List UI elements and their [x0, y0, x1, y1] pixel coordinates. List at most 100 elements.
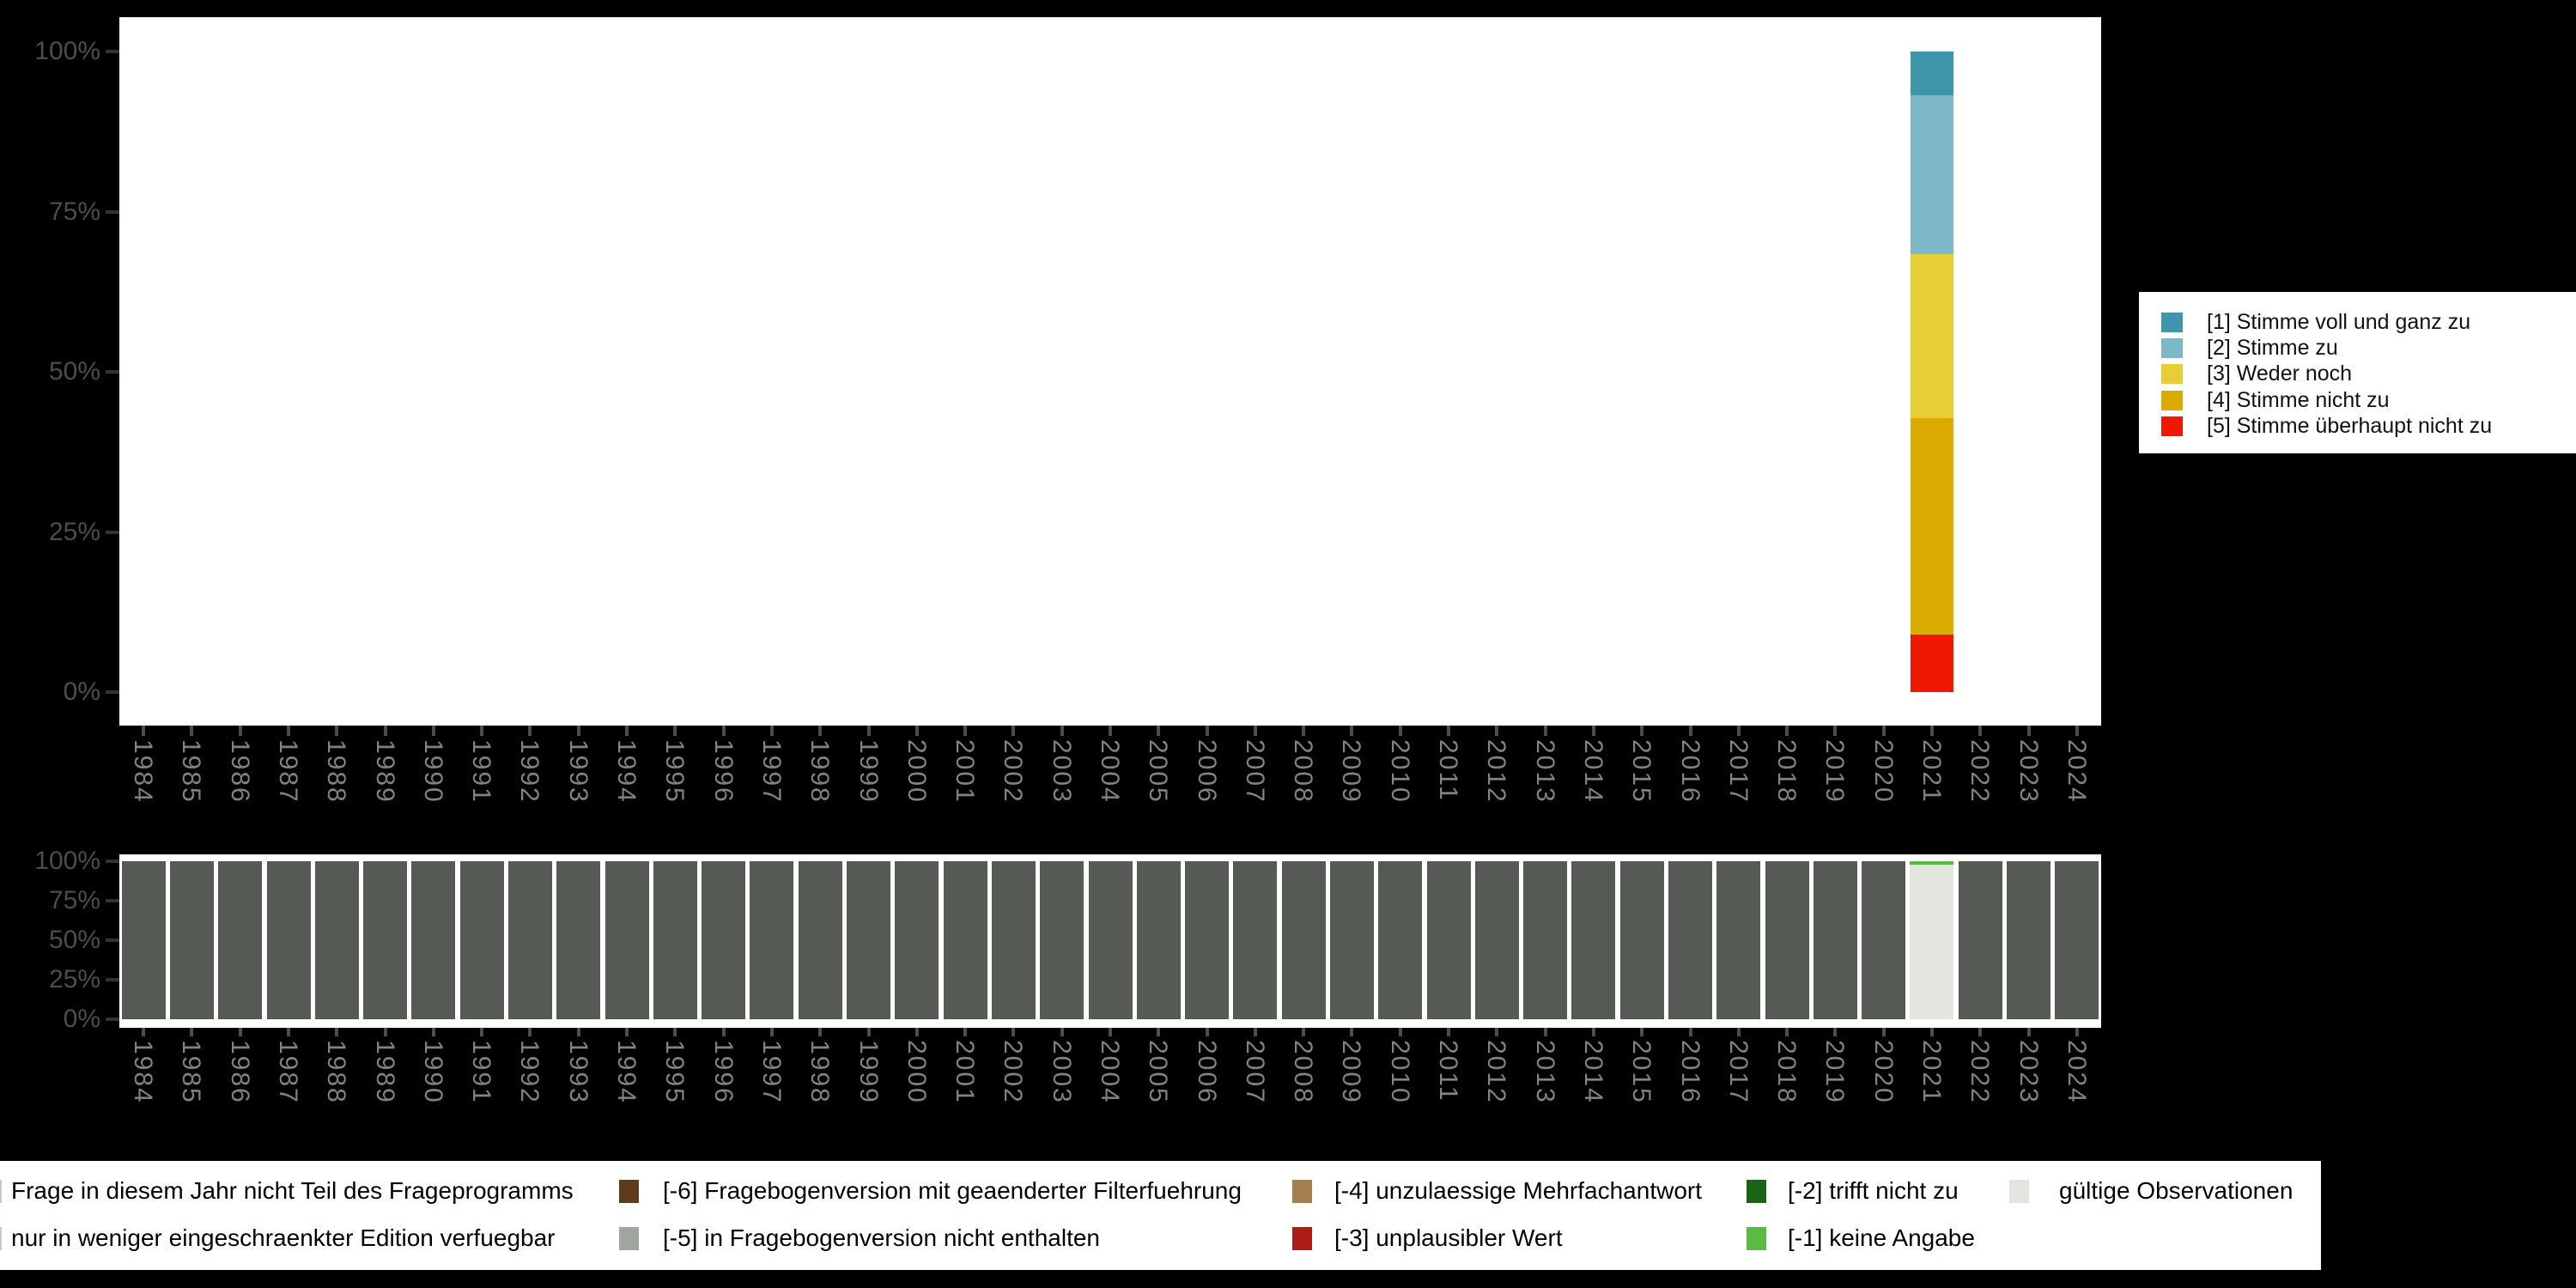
x-axis-label: 2024 [2062, 739, 2091, 804]
x-tick [1929, 1028, 1934, 1036]
bar-segment [1765, 861, 1809, 1019]
x-axis-label: 1988 [322, 1040, 351, 1104]
legend-item-label: [4] Stimme nicht zu [2207, 387, 2390, 412]
y-tick [106, 210, 119, 214]
x-tick [1302, 1028, 1306, 1036]
availability-bar-1987 [266, 861, 311, 1019]
x-axis-label: 2001 [951, 739, 980, 804]
x-tick [1833, 726, 1838, 736]
availability-bar-2003 [1040, 861, 1084, 1019]
x-tick [673, 1028, 677, 1036]
legend-item-label: [-1] keine Angabe [1788, 1224, 1975, 1251]
x-tick [1012, 1028, 1016, 1036]
x-tick [963, 726, 968, 736]
x-axis-label: 1987 [274, 1040, 303, 1104]
x-axis-label: 2022 [1965, 739, 1995, 804]
x-tick [1350, 726, 1354, 736]
x-tick [528, 1028, 532, 1036]
bar-segment [653, 861, 697, 1019]
x-tick [480, 726, 484, 736]
bar-segment [1716, 861, 1761, 1019]
x-tick [1978, 726, 1983, 736]
y-axis-label: 50% [48, 926, 100, 954]
bar-segment [895, 861, 939, 1019]
bar-segment [169, 861, 214, 1019]
bar-segment [702, 861, 746, 1019]
availability-bar-2024 [2055, 861, 2099, 1019]
legend-swatch [2009, 1180, 2029, 1203]
x-axis-label: 1999 [854, 739, 883, 804]
x-axis-label: 2002 [999, 1040, 1028, 1104]
legend-swatch [619, 1180, 639, 1203]
x-tick [1688, 726, 1692, 736]
x-axis-label: 2013 [1530, 1040, 1559, 1104]
availability-bar-2002 [991, 861, 1036, 1019]
bar-segment [1910, 52, 1953, 95]
x-axis-label: 2009 [1337, 1040, 1366, 1104]
y-tick [106, 370, 119, 374]
x-tick [1447, 1028, 1451, 1036]
x-axis-label: 1997 [756, 739, 786, 804]
x-tick [625, 1028, 629, 1036]
main-chart-legend: [1] Stimme voll und ganz zu [2] Stimme zu… [2139, 292, 2576, 453]
availability-bar-1986 [218, 861, 263, 1019]
x-tick [1205, 726, 1209, 736]
bar-segment [605, 861, 649, 1019]
y-axis-label: 100% [34, 847, 100, 875]
x-tick [576, 726, 580, 736]
legend-swatch [1747, 1227, 1766, 1250]
bar-segment [2007, 861, 2051, 1019]
x-axis-label: 2001 [951, 1040, 980, 1104]
y-axis-label: 50% [48, 357, 100, 386]
y-axis-label: 0% [63, 677, 100, 706]
y-tick [106, 1018, 119, 1021]
x-tick [576, 1028, 580, 1036]
x-tick [2026, 1028, 2031, 1036]
legend-item: [4] Stimme nicht zu [2161, 387, 2390, 413]
x-axis-label: 1993 [563, 739, 592, 804]
status-legend: Frage in diesem Jahr nicht Teil des Frag… [0, 1161, 2321, 1270]
x-tick [818, 1028, 823, 1036]
availability-bar-1988 [314, 861, 359, 1019]
availability-bar-2013 [1523, 861, 1568, 1019]
x-axis-label: 1998 [805, 739, 835, 804]
x-axis-label: 2011 [1434, 739, 1463, 802]
x-axis-label: 2014 [1578, 739, 1607, 804]
x-axis-label: 2010 [1385, 739, 1414, 804]
x-axis-label: 2012 [1482, 1040, 1511, 1104]
y-tick [106, 939, 119, 942]
legend-item-label: [-2] trifft nicht zu [1788, 1177, 1959, 1204]
x-tick [1302, 726, 1306, 736]
availability-bar-1995 [653, 861, 697, 1019]
x-axis-label: 1989 [370, 1040, 399, 1104]
x-tick [769, 726, 774, 736]
x-tick [190, 1028, 194, 1036]
x-axis-label: 2003 [1047, 739, 1076, 804]
x-tick [1253, 1028, 1257, 1036]
availability-bar-1999 [847, 861, 891, 1019]
availability-bar-2006 [1185, 861, 1230, 1019]
legend-item: [5] Stimme überhaupt nicht zu [2161, 414, 2492, 440]
bar-segment [1281, 861, 1326, 1019]
availability-bar-2016 [1668, 861, 1712, 1019]
availability-bar-2020 [1862, 861, 1906, 1019]
x-tick [673, 726, 677, 736]
bar-segment [1474, 861, 1519, 1019]
availability-bar-2009 [1329, 861, 1374, 1019]
availability-bar-2015 [1619, 861, 1664, 1019]
x-axis-label: 2008 [1289, 739, 1318, 804]
x-axis-label: 1996 [708, 1040, 738, 1104]
x-axis-label: 1992 [515, 1040, 544, 1104]
x-tick [2075, 726, 2079, 736]
x-tick [1688, 1028, 1692, 1036]
x-tick [818, 726, 823, 736]
x-axis-label: 2017 [1723, 1040, 1753, 1104]
bar-segment [1619, 861, 1664, 1019]
x-axis-label: 1999 [854, 1040, 883, 1104]
bar-segment [1910, 634, 1953, 692]
x-axis-label: 2003 [1047, 1040, 1076, 1104]
y-tick [106, 690, 119, 694]
availability-bar-2010 [1378, 861, 1423, 1019]
x-tick [1591, 726, 1595, 736]
legend-swatch [619, 1227, 639, 1250]
